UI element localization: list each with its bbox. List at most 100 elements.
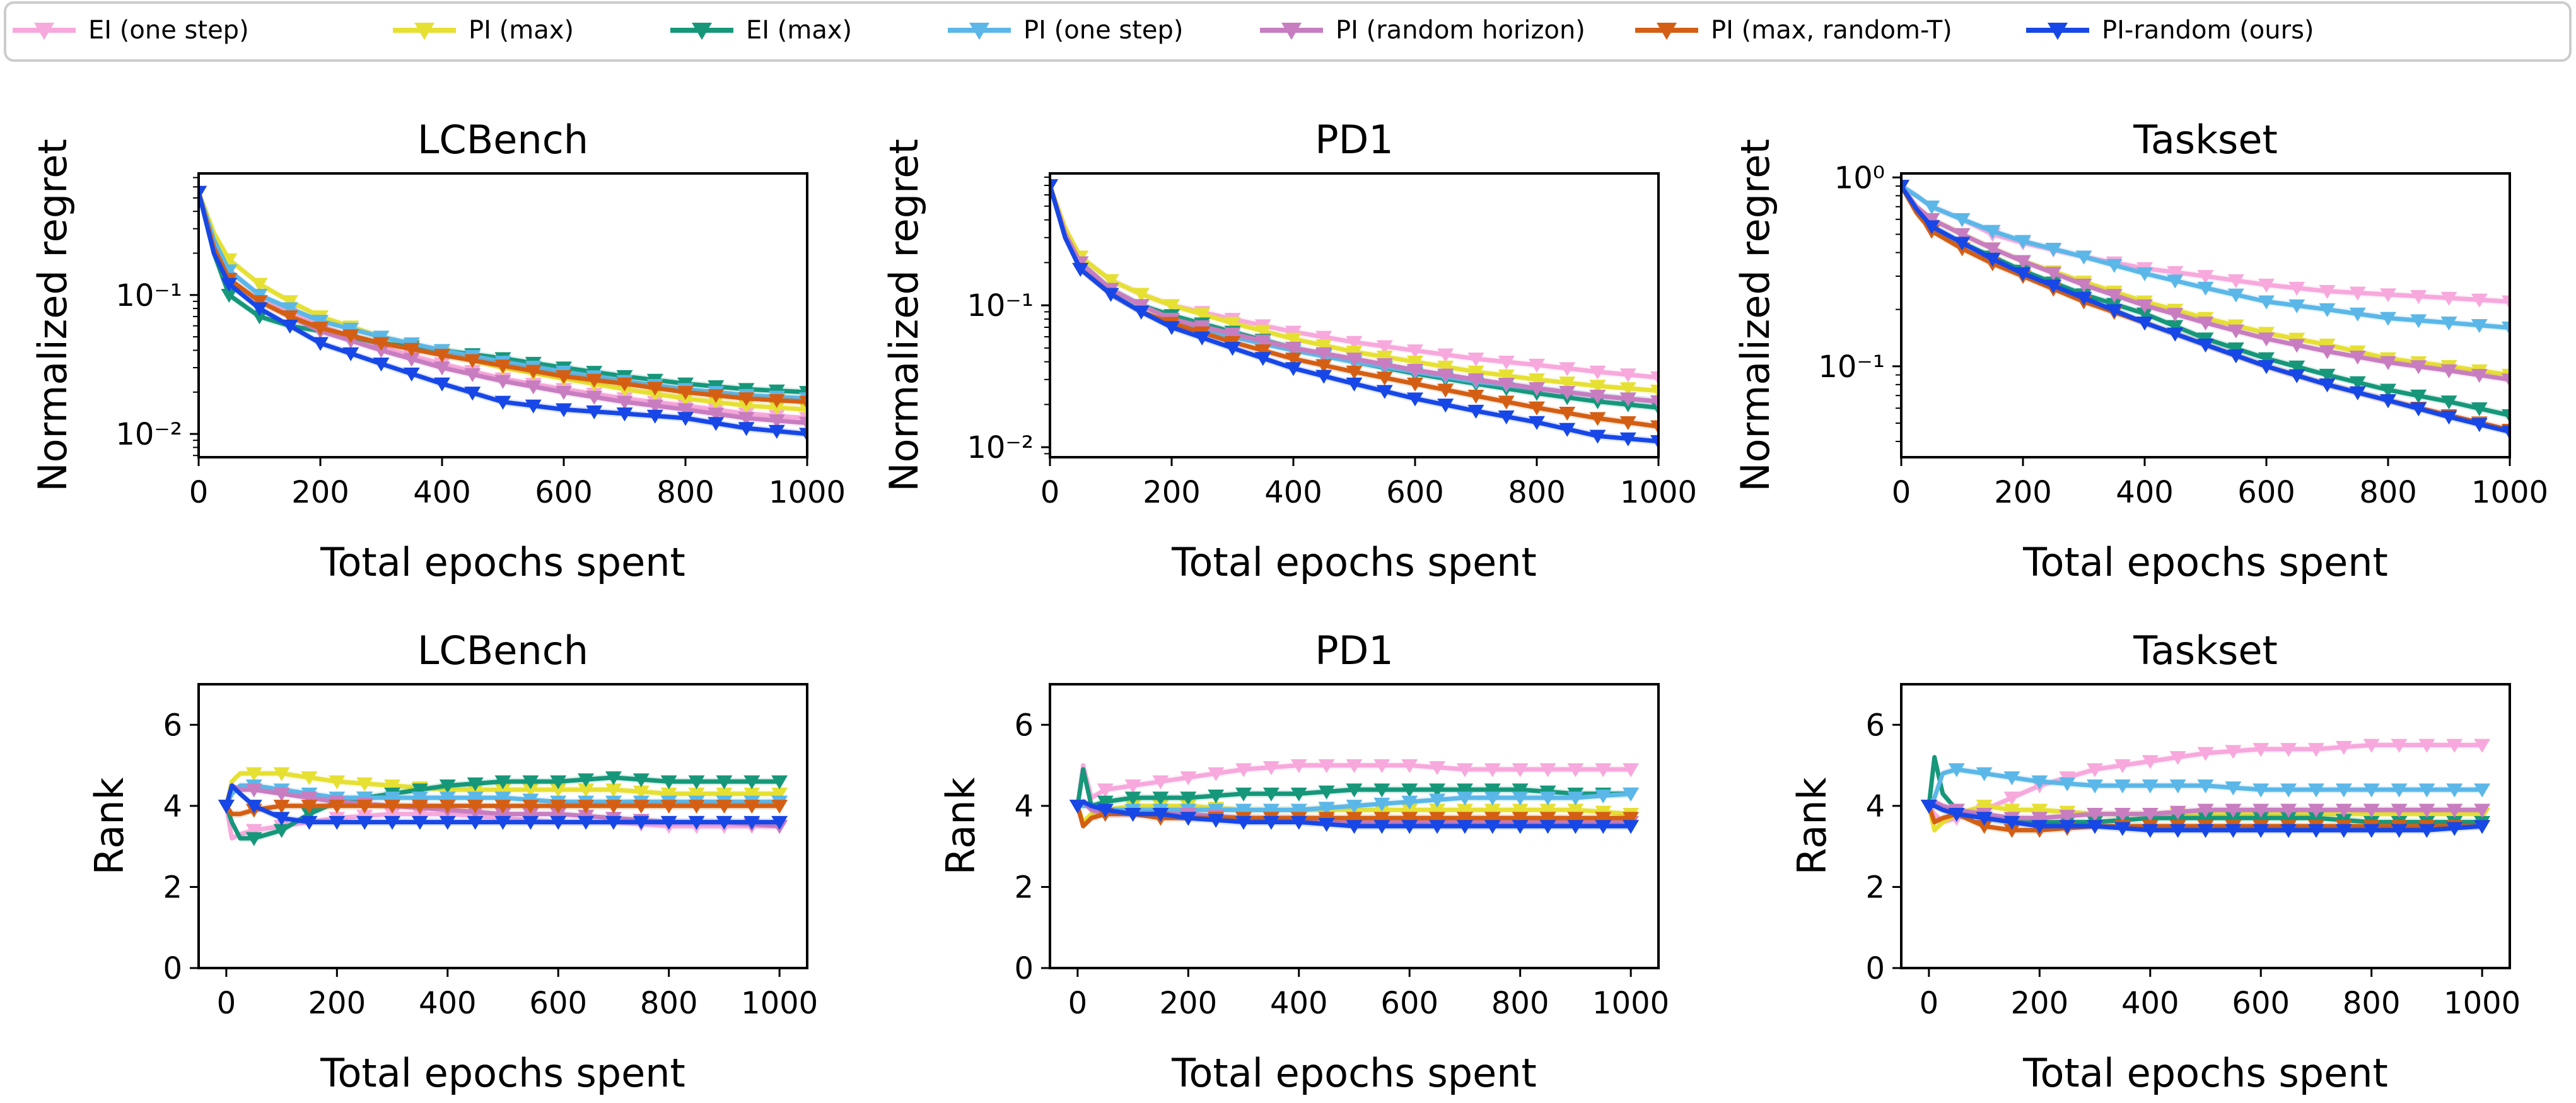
series-marker-pi_random — [738, 422, 755, 436]
series-marker-pi_rh — [2167, 308, 2184, 322]
series-marker-ei_one — [1589, 365, 1606, 380]
series-marker-pi_random — [281, 319, 298, 334]
series-marker-pi_max_rt — [1285, 353, 1302, 367]
series-marker-pi_one — [2391, 783, 2408, 798]
series-marker-pi_random — [1559, 423, 1576, 437]
series-marker-pi_one — [2418, 783, 2435, 798]
legend-entry-pi_max: PI (max) — [393, 16, 574, 45]
series-marker-pi_max_rt — [556, 370, 572, 385]
series-marker-ei_max — [439, 779, 456, 794]
y-tick-label: 10⁻¹ — [967, 288, 1034, 324]
series-marker-ei_one — [2440, 291, 2457, 306]
series-marker-pi_max — [522, 783, 539, 798]
x-tick-label: 200 — [291, 475, 349, 510]
series-marker-ei_max — [578, 773, 595, 788]
series-marker-pi_max_rt — [550, 800, 567, 814]
series-marker-pi_one — [2280, 783, 2297, 798]
x-tick-label: 600 — [1386, 475, 1444, 510]
series-marker-pi_rh — [2197, 317, 2214, 331]
series-marker-pi_one — [2258, 295, 2275, 310]
series-marker-pi_rh — [677, 403, 694, 417]
series-marker-pi_one — [2003, 771, 2020, 786]
series-marker-pi_random — [2391, 824, 2408, 838]
series-marker-ei_max — [2502, 409, 2510, 423]
series-marker-pi_max — [1163, 299, 1180, 313]
series-marker-pi_one — [2045, 243, 2062, 257]
series-marker-pi_random — [1318, 818, 1335, 832]
series-marker-pi_max — [2003, 803, 2020, 818]
series-marker-pi_random — [494, 395, 511, 410]
series-marker-pi_rh — [616, 395, 633, 410]
series-marker-ei_one — [1401, 759, 1418, 773]
series-marker-pi_random — [743, 815, 761, 830]
series-marker-pi_max_rt — [1529, 401, 1545, 416]
series-marker-pi_rh — [2197, 803, 2214, 818]
series-marker-pi_random — [2136, 317, 2153, 331]
series-marker-ei_one — [2167, 266, 2184, 281]
series-marker-pi_rh — [1529, 382, 1545, 397]
series-marker-ei_one — [2474, 738, 2491, 753]
series-marker-pi_max — [1559, 376, 1576, 391]
series-marker-ei_max — [716, 775, 733, 790]
series-marker-pi_max_rt — [1512, 812, 1529, 826]
series-marker-pi_one — [1262, 803, 1279, 818]
x-axis-label: Total epochs spent — [1171, 539, 1537, 585]
series-marker-pi_random — [2045, 279, 2062, 294]
series-marker-pi_max_rt — [677, 386, 694, 400]
y-tick-label: 0 — [1865, 951, 1885, 986]
series-marker-pi_random — [1920, 800, 1937, 814]
series-marker-pi_max_rt — [1650, 420, 1658, 435]
series-marker-ei_max — [1290, 787, 1307, 802]
series-marker-pi_rh — [1346, 353, 1363, 367]
series-marker-pi_random — [2253, 824, 2270, 838]
series-marker-ei_max — [799, 386, 807, 400]
series-marker-pi_random — [1589, 429, 1606, 444]
series-marker-pi_one — [2440, 317, 2457, 331]
series-marker-pi_rh — [2280, 803, 2297, 818]
series-marker-pi_rh — [2363, 803, 2380, 818]
series-marker-ei_one — [2471, 293, 2488, 308]
series-marker-pi_random — [464, 387, 481, 401]
series-marker-pi_max — [1976, 800, 1993, 814]
y-tick-label: 2 — [1014, 870, 1034, 905]
series-marker-ei_one — [1376, 340, 1393, 354]
plot-area — [1069, 759, 1640, 834]
series-marker-ei_max — [550, 775, 567, 790]
series-marker-pi_max_rt — [771, 800, 788, 814]
series-marker-ei_one — [1208, 767, 1225, 781]
series-marker-pi_random — [1072, 262, 1089, 277]
chart-panels: LCBench Total epochs spent Normalized regr… — [30, 117, 2548, 1096]
series-marker-pi_random — [2363, 824, 2380, 838]
series-marker-pi_rh — [2142, 807, 2159, 822]
series-marker-pi_max_rt — [1623, 812, 1640, 826]
chart-title: LCBench — [417, 627, 588, 674]
series-marker-pi_one — [2380, 312, 2396, 326]
series-marker-ei_max — [221, 289, 238, 303]
series-marker-ei_one — [1567, 763, 1584, 778]
x-tick-label: 400 — [2121, 986, 2179, 1021]
series-marker-ei_max — [1484, 783, 1501, 798]
chart-panel-6: Taskset Total epochs spent Rank 0 200 400 600 8… — [1789, 627, 2521, 1096]
series-marker-pi_max — [738, 399, 755, 414]
series-marker-pi_rh — [556, 386, 572, 400]
series-marker-pi_max — [1650, 384, 1658, 399]
series-marker-pi_max — [1512, 803, 1529, 818]
series-marker-ei_max — [2349, 376, 2366, 390]
legend-entry-pi_one: PI (one step) — [948, 16, 1184, 45]
series-marker-pi_max — [550, 783, 567, 798]
series-marker-pi_random — [1180, 812, 1197, 826]
series-marker-ei_max — [1512, 783, 1529, 798]
series-marker-pi_random — [646, 409, 663, 424]
series-marker-pi_random — [1262, 815, 1279, 830]
series-marker-pi_rh — [1589, 389, 1606, 404]
series-marker-pi_random — [1595, 820, 1612, 834]
plot-area — [199, 185, 807, 442]
x-tick-label: 1000 — [2471, 475, 2548, 510]
series-marker-pi_rh — [1407, 363, 1423, 378]
x-tick-label: 800 — [656, 475, 714, 510]
series-marker-pi_rh — [494, 807, 511, 822]
series-marker-ei_max — [1124, 791, 1141, 806]
series-marker-pi_random — [1567, 820, 1584, 834]
series-marker-pi_max — [1407, 355, 1423, 370]
